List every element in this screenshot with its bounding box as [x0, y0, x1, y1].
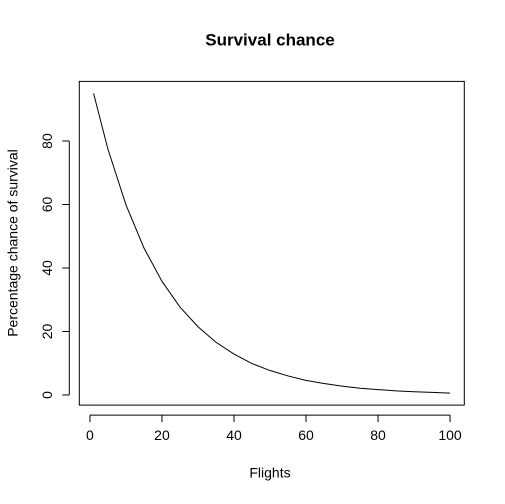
line-series [93, 93, 451, 394]
x-tick-label: 100 [438, 427, 462, 443]
y-tick-label: 20 [39, 323, 55, 339]
x-tick-label: 60 [298, 427, 314, 443]
x-tick-label: 40 [226, 427, 242, 443]
y-axis-label: Percentage chance of survival [5, 149, 21, 337]
x-tick-label: 80 [370, 427, 386, 443]
x-axis-label: Flights [249, 465, 290, 481]
y-tick-label: 40 [39, 260, 55, 276]
x-tick-label: 20 [154, 427, 170, 443]
y-tick-label: 60 [39, 197, 55, 213]
chart-title: Survival chance [205, 30, 334, 49]
plot-frame [78, 80, 465, 406]
y-tick-label: 0 [39, 391, 55, 399]
y-tick-label: 80 [39, 133, 55, 149]
x-tick-label: 0 [86, 427, 94, 443]
